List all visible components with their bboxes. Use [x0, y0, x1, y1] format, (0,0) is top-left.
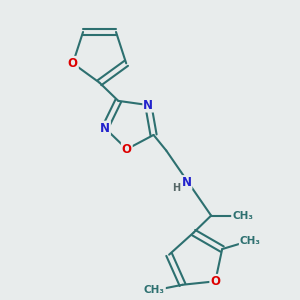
- Text: O: O: [122, 143, 132, 156]
- Text: O: O: [210, 275, 220, 288]
- Text: O: O: [68, 57, 78, 70]
- Text: CH₃: CH₃: [144, 285, 165, 296]
- Text: H: H: [172, 183, 180, 193]
- Text: N: N: [182, 176, 191, 189]
- Text: N: N: [100, 122, 110, 135]
- Text: N: N: [143, 99, 153, 112]
- Text: CH₃: CH₃: [240, 236, 261, 246]
- Text: CH₃: CH₃: [232, 211, 253, 220]
